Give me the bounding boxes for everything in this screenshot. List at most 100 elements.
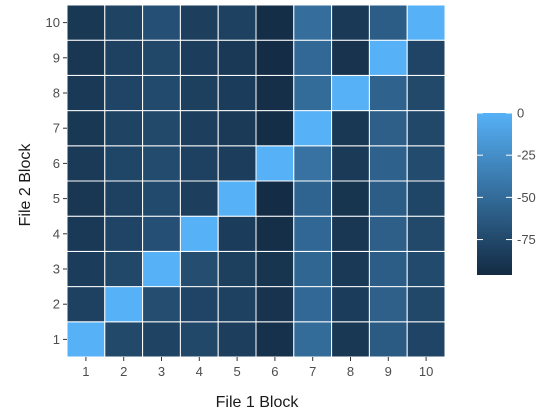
- heatmap-cell: [142, 145, 181, 182]
- heatmap-cell: [217, 110, 257, 147]
- heatmap-cell: [104, 39, 144, 76]
- y-tick-label: 7: [53, 121, 60, 136]
- heatmap-cells: [66, 4, 446, 358]
- heatmap-cell: [368, 110, 408, 147]
- heatmap-cell: [331, 215, 370, 252]
- heatmap-cell: [331, 39, 370, 76]
- heatmap-cell: [255, 250, 295, 288]
- heatmap-cell: [179, 39, 219, 76]
- x-tick-label: 10: [419, 364, 433, 379]
- heatmap-cell: [104, 215, 144, 252]
- x-tick-label: 5: [233, 364, 240, 379]
- heatmap-cell: [66, 321, 106, 358]
- heatmap-cell: [217, 180, 257, 217]
- heatmap-cell: [66, 4, 106, 41]
- heatmap-cell: [293, 39, 333, 76]
- heatmap-cell: [217, 250, 257, 288]
- heatmap-cell: [406, 321, 446, 358]
- legend-tick-label: -50: [517, 190, 536, 205]
- y-tick-label: 3: [53, 262, 60, 277]
- heatmap-cell: [293, 74, 333, 112]
- y-tick-label: 6: [53, 156, 60, 171]
- heatmap-cell: [293, 180, 333, 217]
- heatmap-cell: [66, 250, 106, 288]
- x-tick-label: 4: [196, 364, 203, 379]
- heatmap-cell: [142, 321, 181, 358]
- heatmap-cell: [406, 4, 446, 41]
- heatmap-cell: [406, 39, 446, 76]
- heatmap-cell: [217, 215, 257, 252]
- x-tick-label: 3: [158, 364, 165, 379]
- heatmap-cell: [331, 180, 370, 217]
- x-axis-title: File 1 Block: [216, 394, 300, 411]
- heatmap-cell: [66, 74, 106, 112]
- heatmap-cell: [368, 215, 408, 252]
- heatmap-cell: [142, 4, 181, 41]
- heatmap-cell: [406, 74, 446, 112]
- heatmap-cell: [368, 39, 408, 76]
- heatmap-cell: [217, 4, 257, 41]
- x-tick-label: 1: [82, 364, 89, 379]
- heatmap-cell: [406, 250, 446, 288]
- heatmap-cell: [255, 39, 295, 76]
- heatmap-cell: [104, 286, 144, 323]
- heatmap-cell: [293, 215, 333, 252]
- heatmap-cell: [331, 250, 370, 288]
- heatmap-cell: [255, 74, 295, 112]
- y-tick-label: 10: [46, 15, 60, 30]
- heatmap-cell: [255, 286, 295, 323]
- heatmap-cell: [406, 180, 446, 217]
- heatmap-cell: [255, 321, 295, 358]
- heatmap-cell: [331, 145, 370, 182]
- heatmap-cell: [293, 4, 333, 41]
- heatmap-cell: [142, 74, 181, 112]
- y-axis-title: File 2 Block: [17, 143, 34, 227]
- heatmap-cell: [179, 215, 219, 252]
- heatmap-cell: [66, 110, 106, 147]
- color-legend: 0 -25 -50 -75: [477, 106, 536, 275]
- x-tick-label: 2: [120, 364, 127, 379]
- y-tick-label: 9: [53, 50, 60, 65]
- heatmap-cell: [368, 250, 408, 288]
- heatmap-cell: [66, 39, 106, 76]
- heatmap-cell: [142, 215, 181, 252]
- y-axis-ticks: 1 2 3 4 5 6 7 8 9 10: [46, 15, 67, 347]
- heatmap-cell: [142, 250, 181, 288]
- heatmap-cell: [331, 4, 370, 41]
- heatmap-cell: [104, 250, 144, 288]
- heatmap-cell: [179, 110, 219, 147]
- y-tick-label: 4: [53, 226, 60, 241]
- heatmap-cell: [104, 110, 144, 147]
- heatmap-cell: [293, 110, 333, 147]
- heatmap-cell: [179, 250, 219, 288]
- heatmap-cell: [179, 4, 219, 41]
- heatmap-cell: [331, 74, 370, 112]
- heatmap-cell: [179, 286, 219, 323]
- heatmap-cell: [217, 39, 257, 76]
- heatmap-cell: [331, 110, 370, 147]
- heatmap-cell: [368, 4, 408, 41]
- heatmap-cell: [293, 286, 333, 323]
- y-tick-label: 5: [53, 191, 60, 206]
- heatmap-cell: [217, 74, 257, 112]
- heatmap-cell: [217, 321, 257, 358]
- heatmap-cell: [142, 110, 181, 147]
- heatmap-cell: [217, 145, 257, 182]
- heatmap-cell: [104, 145, 144, 182]
- legend-tick-label: -75: [517, 232, 536, 247]
- heatmap-cell: [331, 286, 370, 323]
- heatmap-cell: [368, 145, 408, 182]
- heatmap-cell: [104, 74, 144, 112]
- heatmap-cell: [104, 4, 144, 41]
- heatmap-cell: [66, 215, 106, 252]
- heatmap-cell: [406, 145, 446, 182]
- y-tick-label: 2: [53, 297, 60, 312]
- legend-tick-label: 0: [517, 106, 524, 121]
- x-tick-label: 6: [271, 364, 278, 379]
- heatmap-cell: [66, 145, 106, 182]
- heatmap-cell: [368, 74, 408, 112]
- heatmap-cell: [66, 180, 106, 217]
- y-tick-label: 8: [53, 86, 60, 101]
- x-axis-ticks: 1 2 3 4 5 6 7 8 9 10: [82, 357, 433, 379]
- heatmap-cell: [406, 286, 446, 323]
